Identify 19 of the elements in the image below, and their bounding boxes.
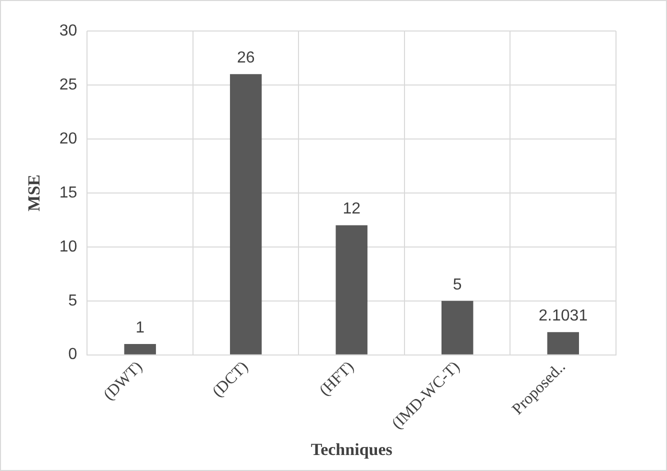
bar [441, 300, 474, 354]
y-tick-label: 15 [59, 184, 78, 202]
y-tick-label: 30 [59, 22, 78, 40]
x-axis-title: Techniques [310, 440, 393, 460]
bar [230, 74, 262, 354]
y-tick-label: 10 [59, 238, 78, 256]
y-axis-title: MSE [24, 174, 44, 212]
data-label: 1 [136, 319, 145, 336]
data-label: 12 [342, 200, 361, 218]
bar [124, 344, 156, 354]
y-tick-label: 25 [59, 76, 78, 94]
data-label: 5 [452, 276, 462, 294]
data-label: 2.1031 [538, 308, 588, 325]
y-tick-label: 5 [68, 292, 78, 310]
y-tick-label: 20 [59, 130, 78, 148]
data-label: 26 [236, 50, 255, 67]
y-tick-label: 0 [68, 346, 78, 364]
bar [336, 225, 368, 354]
bar [547, 332, 579, 354]
